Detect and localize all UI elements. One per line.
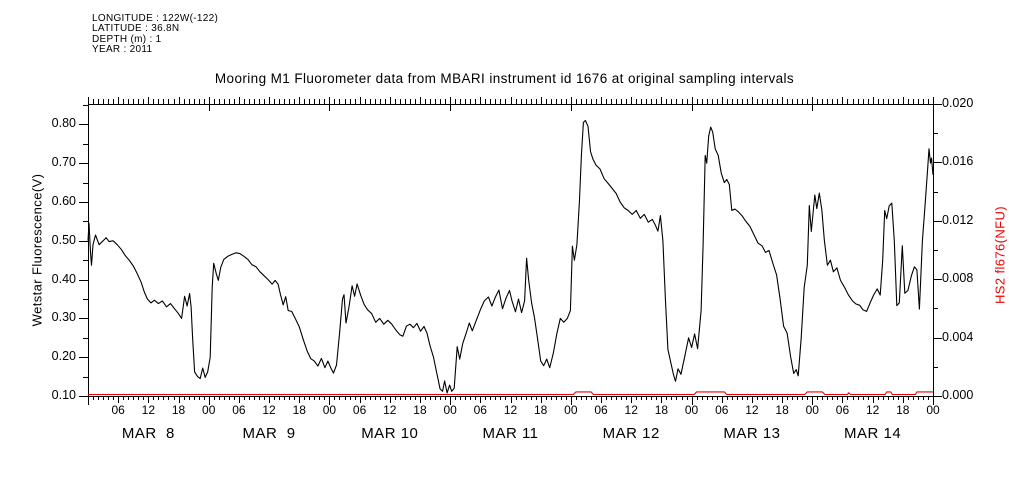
date-label: MAR 14 <box>844 425 902 442</box>
x-tick-label: 00 <box>805 403 819 417</box>
x-tick-label: 06 <box>352 403 367 417</box>
x-tick-label: 18 <box>171 403 186 417</box>
y-tick-label-left: 0.20 <box>51 349 76 364</box>
x-tick-label: 18 <box>896 403 910 417</box>
date-label: MAR 12 <box>602 425 660 442</box>
x-tick-label: 12 <box>262 403 276 417</box>
x-tick-label: 06 <box>232 403 246 417</box>
date-label: MAR 13 <box>723 425 781 442</box>
meta-longitude: LONGITUDE : 122W(-122) <box>92 13 219 24</box>
y-tick-label-left: 0.60 <box>51 193 76 208</box>
x-tick-label: 18 <box>654 403 669 417</box>
date-label: MAR 8 <box>121 425 175 442</box>
meta-year: YEAR : 2011 <box>92 44 153 56</box>
y-tick-label-right: 0.004 <box>942 329 974 344</box>
fluorescence-trace <box>87 119 934 394</box>
y-tick-label-left: 0.30 <box>51 310 76 325</box>
x-tick-label: 06 <box>111 403 125 417</box>
y-tick-label-left: 0.10 <box>51 388 76 402</box>
x-tick-label: 00 <box>322 403 337 417</box>
x-tick-label: 00 <box>926 403 940 417</box>
x-tick-label: 00 <box>564 403 578 417</box>
hs2-trace <box>88 391 933 396</box>
y-tick-label-left: 0.40 <box>51 271 76 286</box>
x-tick-label: 18 <box>292 403 306 417</box>
date-label: MAR 11 <box>482 425 539 442</box>
meta-latitude: LATITUDE : 36.8N <box>92 23 180 35</box>
y-tick-label-left: 0.80 <box>51 116 76 131</box>
x-tick-label: 06 <box>715 403 729 417</box>
x-tick-label: 00 <box>443 403 457 417</box>
y-tick-label-right: 0.008 <box>942 271 974 286</box>
x-tick-label: 00 <box>684 403 699 417</box>
y-tick-label-right: 0.020 <box>942 96 974 110</box>
chart-title: Mooring M1 Fluorometer data from MBARI i… <box>214 71 795 86</box>
date-label: MAR 9 <box>242 425 296 442</box>
x-tick-label: 12 <box>503 403 518 417</box>
plot-frame <box>88 104 934 397</box>
x-tick-label: 18 <box>413 403 427 417</box>
y-tick-label-right: 0.016 <box>942 154 974 169</box>
right-axis-label: HS2 fl676(NFU) <box>992 205 1008 305</box>
x-tick-label: 18 <box>533 403 548 417</box>
x-tick-label: 12 <box>624 403 638 417</box>
x-tick-label: 12 <box>865 403 880 417</box>
y-tick-label-right: 0.000 <box>942 388 974 402</box>
x-tick-label: 12 <box>141 403 156 417</box>
y-tick-label-right: 0.012 <box>942 212 974 227</box>
x-tick-label: 18 <box>775 403 789 417</box>
date-label: MAR 10 <box>361 425 419 442</box>
meta-depth: DEPTH (m) : 1 <box>92 33 162 45</box>
x-tick-label: 06 <box>594 403 608 417</box>
x-tick-label: 12 <box>383 403 397 417</box>
x-tick-label: 12 <box>745 403 759 417</box>
y-tick-label-left: 0.70 <box>51 155 76 170</box>
y-tick-label-left: 0.50 <box>51 232 76 247</box>
x-tick-label: 06 <box>835 403 850 417</box>
x-tick-label: 06 <box>473 403 487 417</box>
x-tick-label: 00 <box>202 403 216 417</box>
